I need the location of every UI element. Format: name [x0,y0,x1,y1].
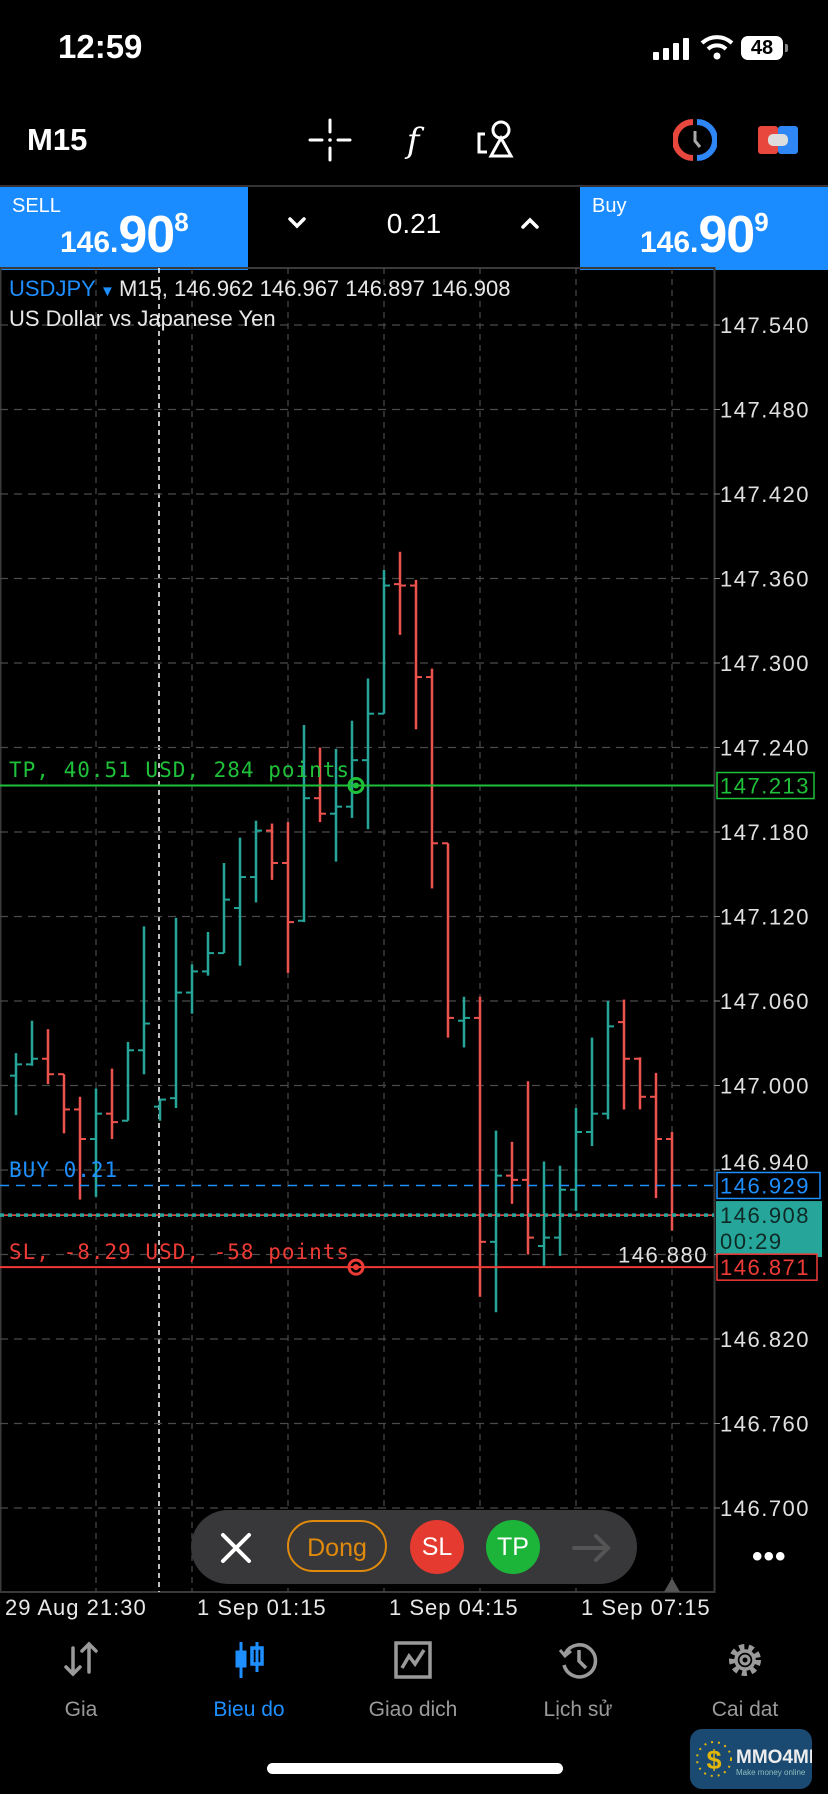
status-time: 12:59 [58,28,143,65]
trade-icon [394,1641,432,1679]
time-label: 1 Sep 01:15 [197,1595,327,1620]
buy-price-sup: 9 [754,207,769,237]
more-options-button[interactable]: ••• [752,1540,787,1573]
sell-price-small: 146. [60,226,119,259]
price-tick-label: 146.820 [720,1327,810,1352]
tp-handle-dot [353,782,359,789]
price-tick-label: 147.300 [720,651,810,676]
home-indicator [267,1763,563,1774]
sl-price-box [716,1253,818,1281]
bid-price-box [716,1201,822,1258]
tp-level-label: TP, 40.51 USD, 284 points [9,758,351,782]
price-tick-label: 147.360 [720,567,810,592]
buy-position-label: BUY 0.21 [9,1158,119,1182]
indicators-icon[interactable]: f [391,118,435,162]
bid-price-label: 146.908 [720,1203,810,1228]
nav-settings[interactable]: Cai dat [670,1636,820,1726]
nav-trade[interactable]: Giao dich [338,1636,488,1726]
price-tick-label: 146.760 [720,1412,810,1437]
sl-drag-handle-icon[interactable] [347,1258,365,1276]
sell-label: SELL [12,195,61,217]
sl-price-label: 146.871 [720,1255,810,1280]
price-tick-label: 147.060 [720,989,810,1014]
price-tick-label: 147.480 [720,398,810,423]
settings-icon [729,1644,761,1676]
symbol-selector[interactable]: USDJPY [9,276,96,301]
timeframe-button[interactable]: M15 [27,122,88,157]
sell-button[interactable]: SELL 146.908 [0,187,248,270]
price-tick-label: 146.940 [720,1150,810,1175]
buy-price-big: 90 [698,206,755,264]
sell-price-big: 90 [118,206,175,264]
nav-chart[interactable]: Bieu do [174,1636,324,1726]
quotes-icon [64,1641,98,1677]
time-label: 1 Sep 07:15 [581,1595,711,1620]
close-icon[interactable] [218,1530,254,1566]
watermark-subtitle: Make money online [736,1768,806,1777]
buy-label: Buy [592,195,627,217]
nav-label: Bieu do [213,1698,285,1721]
buy-price: 146.909 [640,205,769,265]
price-panel: SELL 146.908 Buy 146.909 [0,185,828,270]
symbol-description: US Dollar vs Japanese Yen [9,306,276,331]
tp-drag-handle-icon[interactable] [347,777,365,795]
price-tick-label: 147.420 [720,482,810,507]
chart-shift-triangle-icon [664,1578,680,1592]
lot-increase-chevron-up-icon[interactable] [517,210,543,236]
lot-decrease-chevron-down-icon[interactable] [284,210,310,236]
price-tick-label: 147.180 [720,820,810,845]
battery-icon: 48 [741,36,788,60]
wifi-icon [700,35,734,60]
bar-countdown: 00:29 [720,1229,783,1254]
symbol-dropdown-icon[interactable]: ▼ [95,283,119,300]
lot-size-input[interactable]: 0.21 [386,208,442,239]
time-label: 1 Sep 04:15 [389,1595,519,1620]
sell-price-sup: 8 [174,207,189,237]
nav-quotes[interactable]: Gia [6,1636,156,1726]
watermark-logo: $ MMO4ME Make money online [690,1729,822,1789]
price-tick-label: 146.880 [618,1243,708,1268]
one-click-trading-icon[interactable] [673,118,717,162]
chart-symbol-info: USDJPY ▼ M15, 146.962 146.967 146.897 14… [9,276,510,302]
trade-toggle-icon[interactable] [756,118,800,162]
arrow-right-icon[interactable] [570,1530,614,1566]
tp-price-label: 147.213 [720,774,810,799]
chart-frame [0,267,716,1593]
nav-label: Giao dich [368,1698,458,1721]
price-tick-label: 147.000 [720,1074,810,1099]
price-tick-label: 147.540 [720,313,810,338]
take-profit-button[interactable]: TP [486,1520,540,1574]
chart-icon [235,1642,264,1678]
sl-handle-dot [353,1264,359,1271]
price-tick-label: 146.700 [720,1496,810,1521]
buy-button[interactable]: Buy 146.909 [580,187,828,270]
close-position-button[interactable]: Dong [287,1520,387,1572]
objects-icon[interactable] [475,118,519,162]
price-tick-label: 147.120 [720,905,810,930]
svg-text:$: $ [706,1745,721,1775]
price-tick-label: 147.240 [720,736,810,761]
stop-loss-button[interactable]: SL [410,1520,464,1574]
signal-icon [653,38,691,60]
crosshair-icon[interactable] [308,118,352,162]
tp-price-box [716,771,815,800]
sell-price: 146.908 [60,205,189,265]
nav-history[interactable]: Lịch sử [503,1636,653,1726]
buy-price-label: 146.929 [720,1173,810,1198]
watermark-title: MMO4ME [736,1747,812,1768]
sl-level-label: SL, -8.29 USD, -58 points [9,1240,351,1264]
nav-label: Lịch sử [543,1698,613,1721]
time-label: 29 Aug 21:30 [5,1595,147,1620]
ohlc-info: M15, 146.962 146.967 146.897 146.908 [118,276,511,301]
buy-price-small: 146. [640,226,699,259]
history-icon [558,1643,598,1679]
buy-price-box [716,1171,821,1200]
nav-label: Cai dat [711,1698,779,1721]
nav-label: Gia [64,1698,98,1721]
